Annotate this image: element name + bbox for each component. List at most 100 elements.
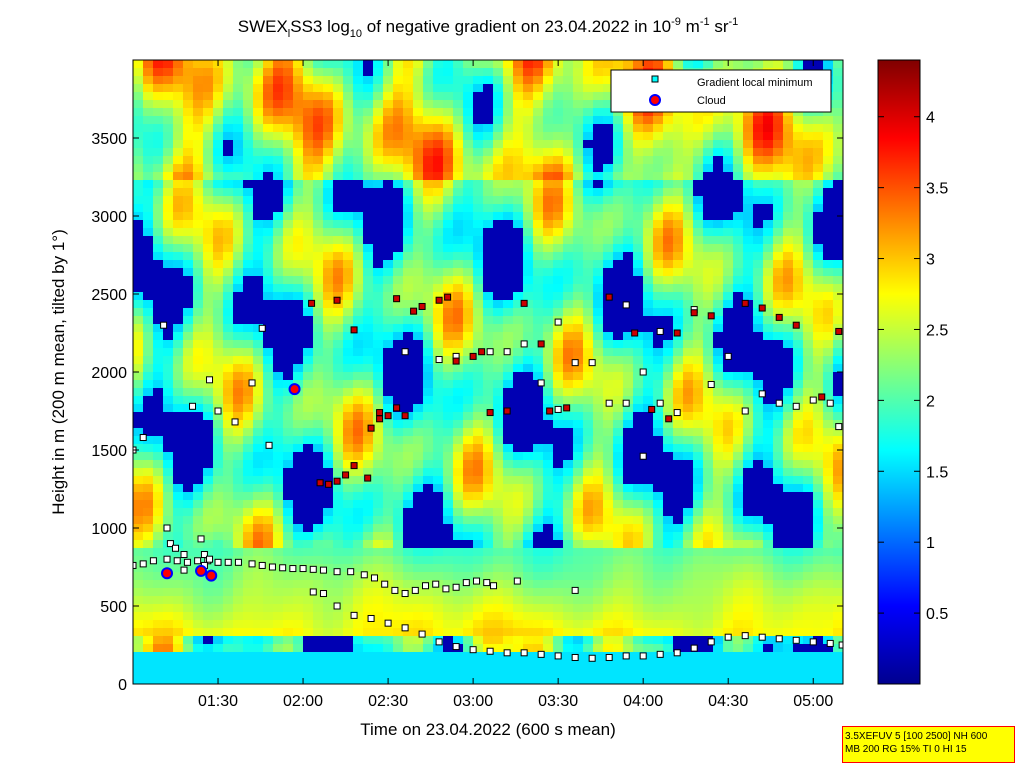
gradient-minimum-marker bbox=[166, 540, 174, 548]
gradient-minimum-marker-red bbox=[418, 302, 426, 310]
colorbar-tick-label: 0.5 bbox=[926, 606, 948, 623]
gradient-minimum-marker bbox=[333, 602, 341, 610]
gradient-minimum-marker bbox=[206, 555, 214, 563]
gradient-minimum-marker-red bbox=[818, 393, 826, 401]
gradient-minimum-marker-red bbox=[444, 293, 452, 301]
gradient-minimum-marker bbox=[133, 561, 137, 569]
colorbar-tick-label: 2 bbox=[926, 393, 935, 410]
gradient-minimum-marker bbox=[486, 348, 494, 356]
gradient-minimum-marker bbox=[319, 590, 327, 598]
x-tick-label: 02:00 bbox=[283, 693, 323, 710]
gradient-minimum-marker bbox=[724, 633, 732, 641]
x-tick-label: 01:30 bbox=[198, 693, 238, 710]
colorbar-tick-label: 1.5 bbox=[926, 464, 948, 481]
x-tick-label: 04:30 bbox=[708, 693, 748, 710]
gradient-minimum-marker bbox=[809, 396, 817, 404]
gradient-minimum-marker bbox=[462, 579, 470, 587]
gradient-minimum-marker bbox=[622, 652, 630, 660]
gradient-minimum-marker bbox=[265, 441, 273, 449]
gradient-minimum-marker bbox=[554, 405, 562, 413]
y-tick-label: 1500 bbox=[91, 443, 127, 460]
gradient-minimum-marker bbox=[838, 641, 843, 649]
gradient-minimum-marker bbox=[248, 379, 256, 387]
y-axis-label: Height in m (200 m mean, tilted by 1°) bbox=[49, 229, 68, 515]
gradient-minimum-marker bbox=[656, 650, 664, 658]
gradient-minimum-marker-red bbox=[401, 412, 409, 420]
gradient-minimum-marker bbox=[741, 407, 749, 415]
gradient-minimum-marker bbox=[234, 558, 242, 566]
gradient-minimum-marker bbox=[422, 582, 430, 590]
x-axis-label: Time on 23.04.2022 (600 s mean) bbox=[360, 720, 615, 739]
gradient-minimum-marker bbox=[183, 558, 191, 566]
gradient-minimum-marker-red bbox=[325, 480, 333, 488]
gradient-minimum-marker bbox=[435, 638, 443, 646]
gradient-minimum-marker bbox=[741, 632, 749, 640]
gradient-minimum-marker bbox=[299, 565, 307, 573]
gradient-minimum-marker bbox=[707, 380, 715, 388]
gradient-minimum-marker-red bbox=[376, 415, 384, 423]
gradient-minimum-marker bbox=[180, 551, 188, 559]
gradient-minimum-marker-red bbox=[478, 348, 486, 356]
gradient-minimum-marker bbox=[214, 407, 222, 415]
gradient-minimum-marker-red bbox=[673, 329, 681, 337]
gradient-minimum-marker bbox=[826, 639, 834, 647]
gradient-minimum-marker-red bbox=[503, 407, 511, 415]
gradient-minimum-marker-red bbox=[792, 321, 800, 329]
gradient-minimum-marker-red bbox=[316, 479, 324, 487]
gradient-minimum-marker bbox=[401, 348, 409, 356]
y-axis: 0 500 1000 1500 2000 2500 3000 3500 bbox=[91, 131, 843, 694]
gradient-minimum-marker bbox=[452, 643, 460, 651]
gradient-minimum-marker bbox=[571, 586, 579, 594]
gradient-minimum-marker bbox=[173, 557, 181, 565]
gradient-minimum-marker bbox=[401, 590, 409, 598]
gradient-minimum-marker bbox=[503, 649, 511, 657]
gradient-minimum-marker bbox=[775, 635, 783, 643]
gradient-minimum-marker bbox=[707, 638, 715, 646]
gradient-minimum-marker bbox=[384, 619, 392, 627]
gradient-minimum-marker bbox=[503, 348, 511, 356]
cloud-marker bbox=[288, 383, 301, 396]
gradient-minimum-marker bbox=[309, 565, 317, 573]
gradient-minimum-marker-red bbox=[393, 404, 401, 412]
gradient-minimum-marker bbox=[435, 356, 443, 364]
gradient-minimum-marker bbox=[442, 585, 450, 593]
gradient-minimum-marker bbox=[835, 423, 843, 431]
heatmap-plot-area bbox=[133, 60, 843, 684]
gradient-minimum-marker-red bbox=[364, 474, 372, 482]
gradient-minimum-marker-red bbox=[469, 352, 477, 360]
y-tick-label: 2500 bbox=[91, 287, 127, 304]
gradient-minimum-marker bbox=[554, 318, 562, 326]
gradient-minimum-marker-red bbox=[520, 299, 528, 307]
gradient-minimum-marker-red bbox=[367, 424, 375, 432]
gradient-minimum-marker bbox=[172, 544, 180, 552]
gradient-minimum-marker bbox=[473, 577, 481, 585]
gradient-minimum-marker bbox=[622, 301, 630, 309]
gradient-minimum-marker bbox=[180, 566, 188, 574]
gradient-minimum-marker bbox=[656, 399, 664, 407]
gradient-minimum-marker bbox=[639, 452, 647, 460]
y-tick-label: 0 bbox=[118, 677, 127, 694]
gradient-minimum-marker bbox=[200, 551, 208, 559]
gradient-minimum-marker bbox=[571, 653, 579, 661]
gradient-minimum-marker-red bbox=[758, 304, 766, 312]
gradient-minimum-marker bbox=[268, 563, 276, 571]
gradient-minimum-marker bbox=[333, 568, 341, 576]
gradient-minimum-marker bbox=[432, 580, 440, 588]
gradient-minimum-marker bbox=[469, 646, 477, 654]
gradient-minimum-marker bbox=[605, 653, 613, 661]
gradient-minimum-marker-red bbox=[563, 404, 571, 412]
gradient-minimum-marker bbox=[139, 560, 147, 568]
gradient-minimum-marker-red bbox=[707, 312, 715, 320]
colorbar-tick-label: 2.5 bbox=[926, 322, 948, 339]
cloud-marker bbox=[161, 567, 174, 580]
y-tick-label: 2000 bbox=[91, 365, 127, 382]
gradient-minimum-marker bbox=[520, 340, 528, 348]
gradient-minimum-marker bbox=[350, 611, 358, 619]
gradient-minimum-marker bbox=[231, 418, 239, 426]
x-tick-label: 03:30 bbox=[538, 693, 578, 710]
gradient-minimum-marker bbox=[656, 327, 664, 335]
gradient-minimum-marker bbox=[347, 568, 355, 576]
x-axis: 01:30 02:00 02:30 03:00 03:30 04:00 04:30 05:00 bbox=[198, 60, 833, 710]
gradient-minimum-marker bbox=[571, 359, 579, 367]
